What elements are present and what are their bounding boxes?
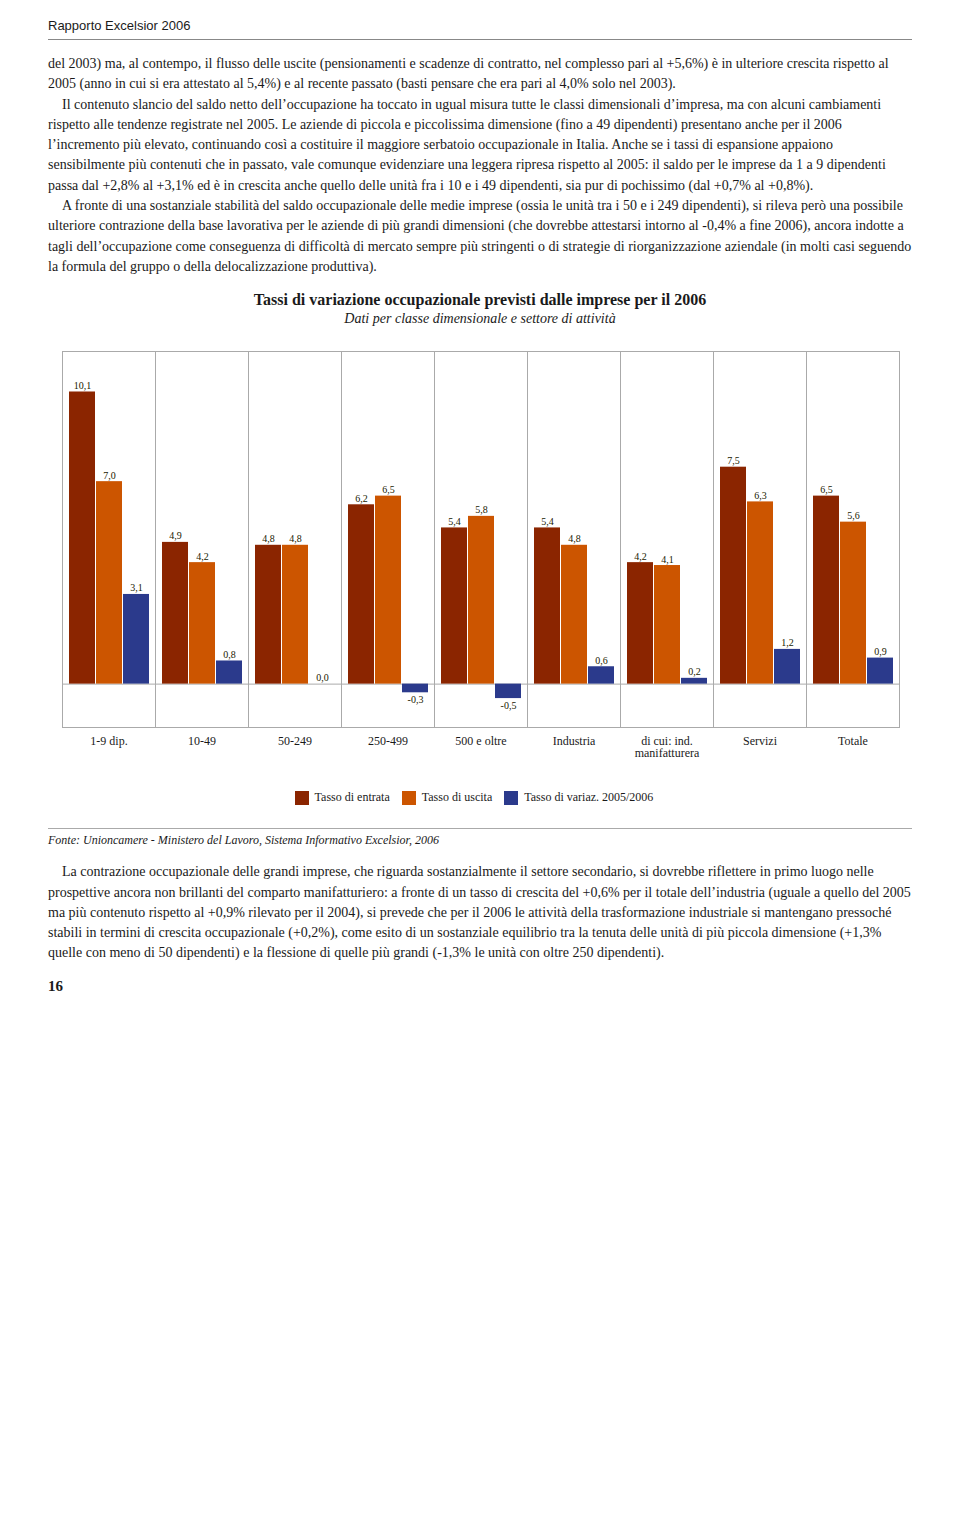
- svg-text:10,1: 10,1: [74, 380, 92, 391]
- svg-text:4,1: 4,1: [661, 554, 674, 565]
- svg-text:5,4: 5,4: [541, 516, 554, 527]
- svg-text:5,8: 5,8: [475, 505, 488, 516]
- svg-text:1-9 dip.: 1-9 dip.: [90, 734, 127, 748]
- svg-text:4,2: 4,2: [634, 551, 647, 562]
- svg-text:6,2: 6,2: [355, 493, 368, 504]
- html-text:Tasso di entrata: Tasso di entrata: [314, 790, 390, 805]
- svg-text:7,0: 7,0: [103, 470, 116, 481]
- html-text:Fonte: Unioncamere - Ministero: Fonte: Unioncamere - Ministero del Lavor…: [48, 833, 439, 848]
- html-text:La contrazione occupazionale d: La contrazione occupazionale delle grand…: [48, 864, 915, 961]
- svg-text:50-249: 50-249: [278, 734, 312, 748]
- html-text:Tassi di variazione occupazion: Tassi di variazione occupazionale previs…: [253, 291, 707, 309]
- svg-text:0,2: 0,2: [688, 667, 701, 678]
- svg-text:4,8: 4,8: [568, 534, 581, 545]
- html-text:Rapporto Excelsior 2006: Rapporto Excelsior 2006: [48, 18, 191, 33]
- svg-text:4,8: 4,8: [262, 534, 275, 545]
- svg-text:7,5: 7,5: [727, 455, 740, 466]
- svg-text:1,2: 1,2: [781, 638, 794, 649]
- svg-text:5,6: 5,6: [847, 510, 860, 521]
- svg-text:Servizi: Servizi: [743, 734, 778, 748]
- svg-text:6,5: 6,5: [382, 484, 395, 495]
- svg-text:-0,3: -0,3: [408, 694, 424, 705]
- svg-text:-0,5: -0,5: [501, 700, 517, 711]
- svg-text:4,8: 4,8: [289, 534, 302, 545]
- svg-text:0,0: 0,0: [316, 672, 329, 683]
- html-text:del 2003) ma, al contempo, il: del 2003) ma, al contempo, il flusso del…: [48, 56, 915, 274]
- svg-text:250-499: 250-499: [368, 734, 408, 748]
- svg-text:4,2: 4,2: [196, 551, 209, 562]
- svg-text:500 e oltre: 500 e oltre: [455, 734, 506, 748]
- svg-text:10-49: 10-49: [188, 734, 216, 748]
- html-text:Dati per classe dimensionale e: Dati per classe dimensionale e settore d…: [344, 311, 616, 327]
- svg-text:0,6: 0,6: [595, 655, 608, 666]
- html-text:16: 16: [48, 977, 63, 994]
- svg-text:Industria: Industria: [553, 734, 596, 748]
- html-text:Tasso di variaz. 2005/2006: Tasso di variaz. 2005/2006: [524, 790, 654, 805]
- svg-text:di cui: ind.manifatturera: di cui: ind.manifatturera: [635, 734, 700, 760]
- svg-text:0,8: 0,8: [223, 649, 236, 660]
- html-text:Tasso di uscita: Tasso di uscita: [421, 790, 493, 805]
- svg-text:Totale: Totale: [838, 734, 868, 748]
- svg-text:0,9: 0,9: [874, 646, 887, 657]
- svg-text:6,5: 6,5: [820, 484, 833, 495]
- svg-text:3,1: 3,1: [130, 583, 143, 594]
- svg-text:6,3: 6,3: [754, 490, 767, 501]
- svg-text:4,9: 4,9: [169, 531, 182, 542]
- svg-text:5,4: 5,4: [448, 516, 461, 527]
